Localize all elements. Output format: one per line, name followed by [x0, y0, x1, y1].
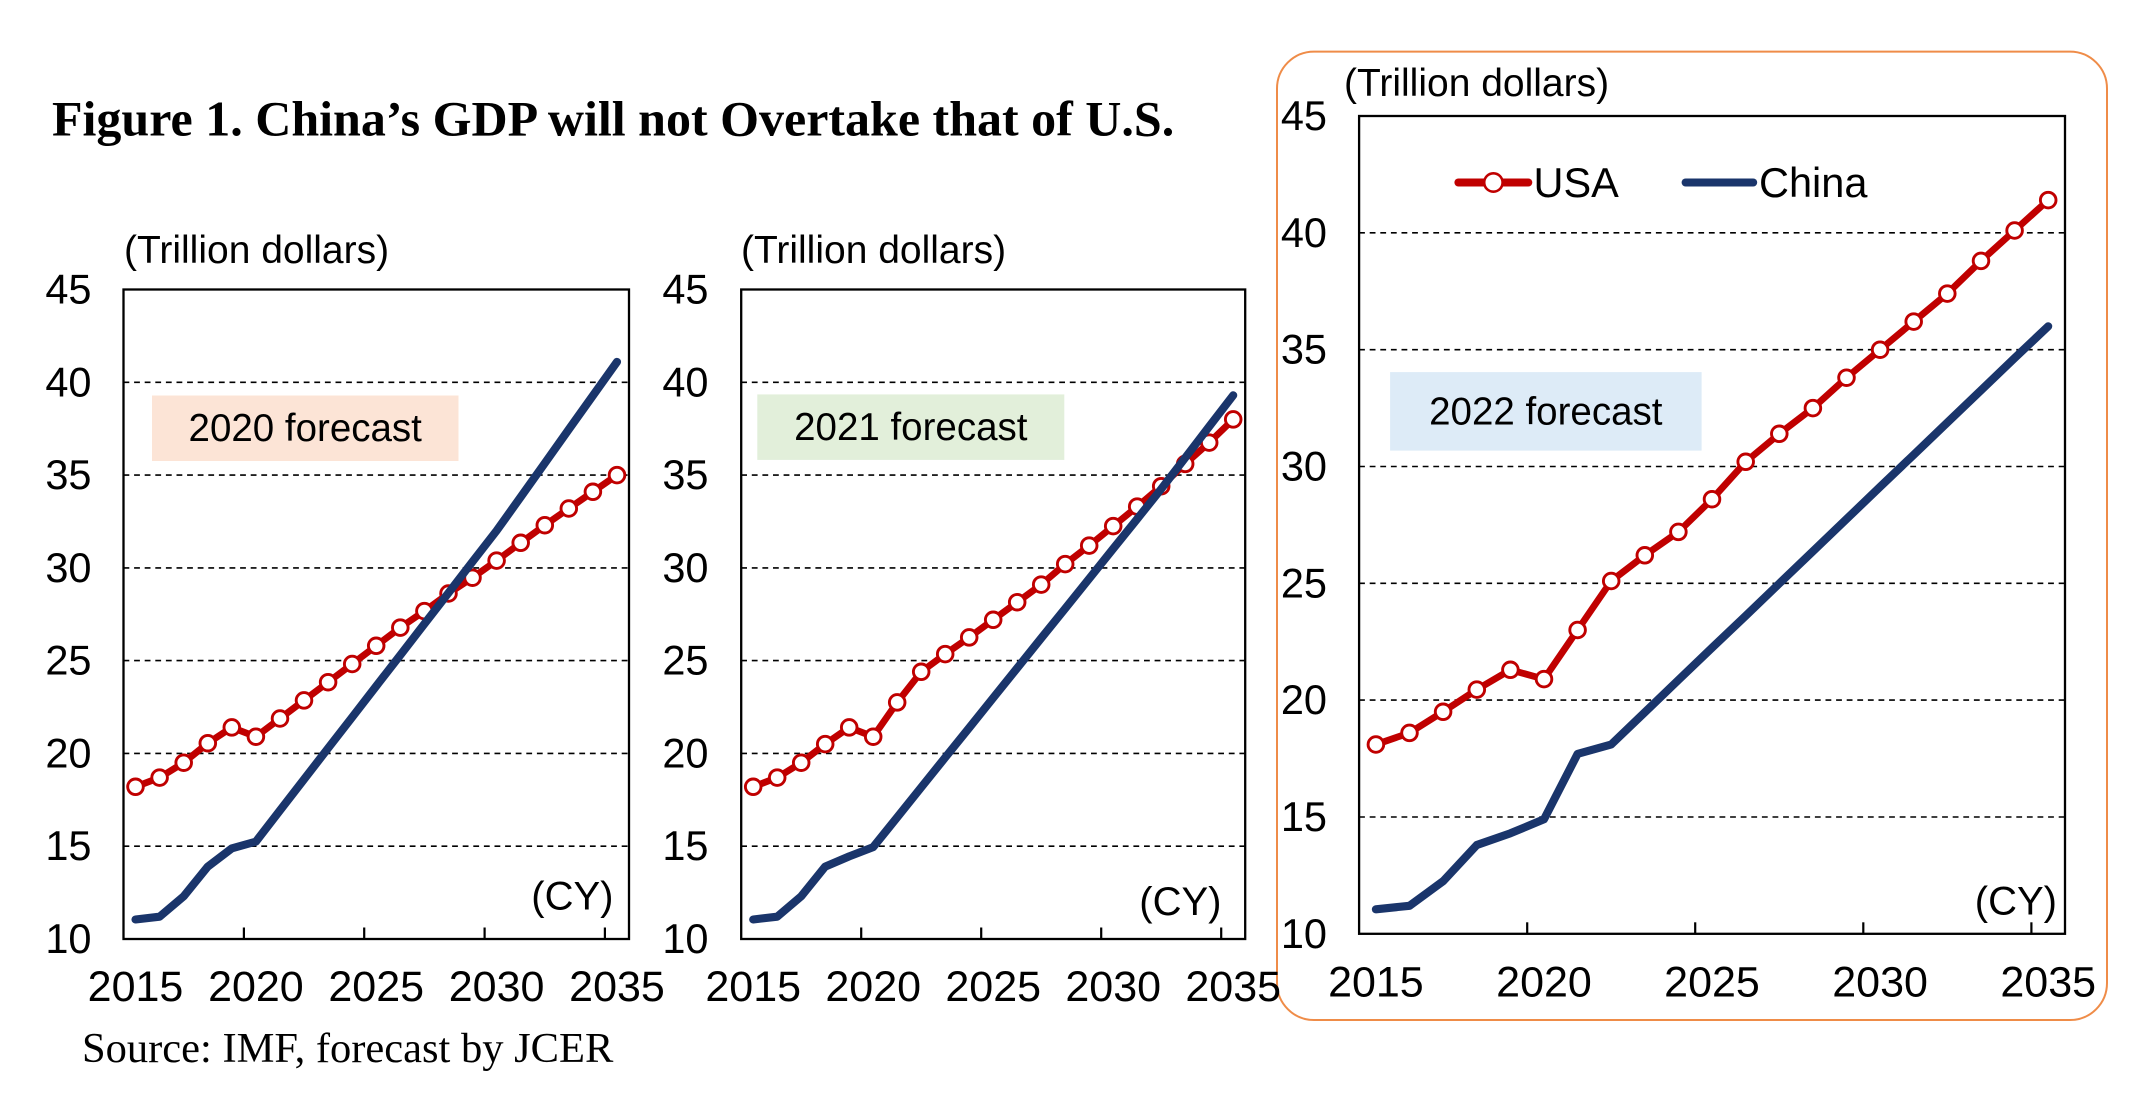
svg-text:2021 forecast: 2021 forecast [794, 406, 1028, 449]
svg-text:(CY): (CY) [1139, 880, 1221, 924]
svg-text:2015: 2015 [1328, 959, 1424, 1007]
svg-text:15: 15 [45, 822, 91, 869]
svg-text:30: 30 [1281, 443, 1327, 490]
svg-text:2035: 2035 [2000, 959, 2096, 1007]
svg-text:2035: 2035 [569, 963, 665, 1011]
svg-text:2030: 2030 [449, 963, 545, 1011]
svg-text:Source: IMF, forecast by JCER: Source: IMF, forecast by JCER [82, 1025, 614, 1072]
svg-text:(CY): (CY) [531, 875, 613, 919]
svg-text:35: 35 [1281, 326, 1327, 373]
svg-text:2015: 2015 [88, 963, 184, 1011]
svg-text:15: 15 [1281, 793, 1327, 840]
svg-text:(Trillion dollars): (Trillion dollars) [124, 229, 389, 272]
svg-text:40: 40 [1281, 209, 1327, 256]
svg-text:2030: 2030 [1832, 959, 1928, 1007]
svg-text:2035: 2035 [1185, 963, 1281, 1011]
svg-text:(Trillion dollars): (Trillion dollars) [1344, 62, 1609, 105]
svg-text:45: 45 [45, 266, 91, 313]
svg-text:2030: 2030 [1065, 963, 1161, 1011]
svg-text:2025: 2025 [328, 963, 424, 1011]
svg-text:10: 10 [45, 915, 91, 962]
svg-text:2025: 2025 [945, 963, 1041, 1011]
svg-text:10: 10 [662, 915, 708, 962]
svg-text:40: 40 [662, 358, 708, 405]
svg-text:2020 forecast: 2020 forecast [189, 407, 423, 450]
svg-text:35: 35 [45, 451, 91, 498]
svg-text:2020: 2020 [208, 963, 304, 1011]
svg-text:45: 45 [1281, 92, 1327, 139]
svg-text:25: 25 [1281, 559, 1327, 606]
svg-text:30: 30 [45, 544, 91, 591]
svg-text:40: 40 [45, 358, 91, 405]
svg-text:2020: 2020 [1496, 959, 1592, 1007]
svg-text:Figure 1. China’s GDP will not: Figure 1. China’s GDP will not Overtake … [52, 91, 1174, 147]
svg-text:USA: USA [1534, 159, 1620, 206]
svg-text:2025: 2025 [1664, 959, 1760, 1007]
svg-text:20: 20 [1281, 676, 1327, 723]
svg-text:20: 20 [662, 729, 708, 776]
svg-text:(Trillion dollars): (Trillion dollars) [741, 229, 1006, 272]
svg-text:10: 10 [1281, 910, 1327, 957]
svg-text:2020: 2020 [825, 963, 921, 1011]
svg-text:2015: 2015 [705, 963, 801, 1011]
svg-text:45: 45 [662, 266, 708, 313]
svg-text:25: 25 [45, 637, 91, 684]
svg-text:20: 20 [45, 729, 91, 776]
svg-text:China: China [1759, 159, 1868, 206]
svg-text:35: 35 [662, 451, 708, 498]
svg-text:25: 25 [662, 637, 708, 684]
svg-text:2022 forecast: 2022 forecast [1429, 390, 1663, 433]
svg-text:15: 15 [662, 822, 708, 869]
svg-text:(CY): (CY) [1975, 880, 2057, 924]
svg-text:30: 30 [662, 544, 708, 591]
